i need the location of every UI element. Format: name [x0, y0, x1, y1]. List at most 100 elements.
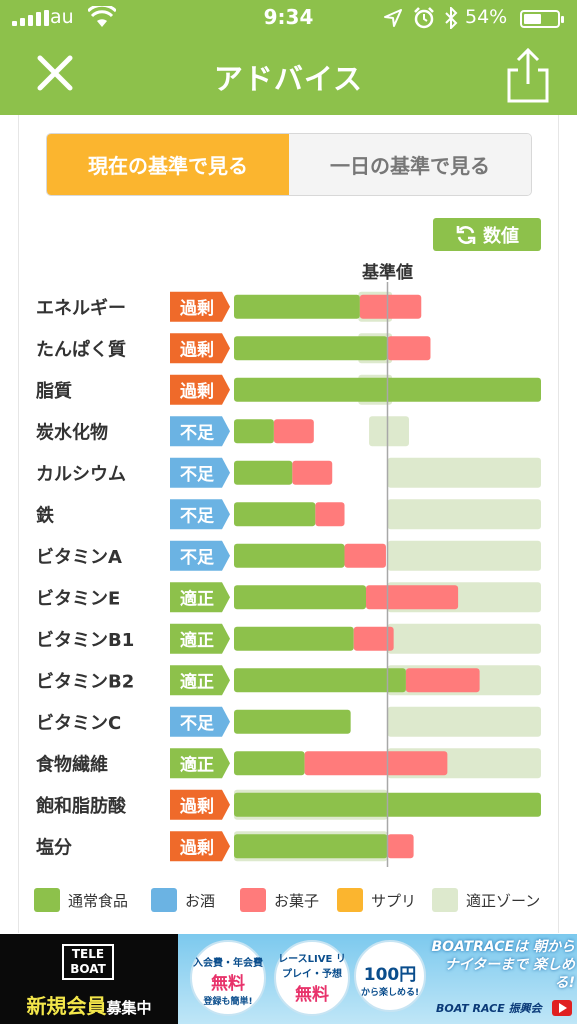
category-label: ビタミンB1 — [36, 630, 134, 651]
ad-member-label: 新規会員 — [26, 994, 107, 1018]
category-label: 炭水化物 — [36, 421, 108, 443]
bar-regular-food — [234, 294, 360, 319]
ad-bubble-price-sub: から楽しめる! — [360, 988, 420, 998]
legend-swatch — [337, 888, 363, 912]
status-badge — [170, 831, 230, 862]
bar-regular-food — [234, 460, 293, 485]
bar-regular-food — [234, 336, 388, 361]
status-badge-label: 不足 — [180, 506, 214, 526]
tab-current-standard[interactable]: 現在の基準で見る — [47, 134, 289, 195]
legend-label: お酒 — [185, 891, 216, 910]
tab-daily-standard[interactable]: 一日の基準で見る — [289, 134, 531, 195]
bar-snacks — [366, 585, 459, 610]
legend-item: 通常食品 — [34, 888, 128, 912]
ad-bubble-fee-big: 無料 — [211, 974, 245, 994]
ad-banner[interactable]: TELE BOAT 新規会員募集中 入会費・年会費 無料 登録も簡単! レースL… — [0, 934, 577, 1024]
status-badge — [170, 706, 230, 737]
values-button-label: 数値 — [483, 225, 519, 247]
play-icon[interactable] — [552, 1000, 572, 1016]
status-badge-label: 不足 — [180, 548, 214, 568]
category-label: 鉄 — [36, 504, 54, 526]
legend-label: お菓子 — [274, 891, 320, 910]
category-label: 塩分 — [36, 836, 72, 858]
bar-regular-food — [234, 626, 354, 651]
clock-time: 9:34 — [263, 5, 314, 29]
battery-icon — [520, 10, 564, 28]
view-mode-tabs: 現在の基準で見る 一日の基準で見る — [46, 133, 532, 196]
status-badge-label: 適正 — [180, 588, 214, 609]
ad-bubble-fee-sub: 登録も簡単! — [203, 997, 253, 1007]
legend-swatch — [34, 888, 60, 912]
ad-bubble-fee-small: 入会費・年会費 — [193, 958, 263, 969]
alarm-icon — [414, 7, 434, 29]
category-label: ビタミンB2 — [36, 671, 134, 692]
category-label: ビタミンC — [36, 713, 121, 734]
status-badge-label: 過剰 — [180, 797, 214, 817]
category-label: たんぱく質 — [36, 338, 126, 360]
status-badge-label: 不足 — [180, 465, 214, 485]
share-icon[interactable] — [500, 46, 556, 104]
location-arrow-icon — [384, 9, 402, 27]
bar-regular-food — [234, 751, 305, 776]
carrier-label: au — [50, 6, 74, 28]
legend-item: サプリ — [337, 888, 416, 912]
status-badge — [170, 333, 230, 364]
page-title: アドバイス — [213, 62, 364, 96]
legend-label: 通常食品 — [68, 891, 129, 910]
status-badge-label: 適正 — [180, 671, 214, 692]
bar-snacks — [387, 336, 431, 361]
legend-swatch — [240, 888, 266, 912]
appropriate-zone — [387, 499, 541, 530]
ad-bubble-fee: 入会費・年会費 無料 登録も簡単! — [190, 940, 266, 1016]
legend-label: サプリ — [371, 891, 417, 910]
ad-boatrace-panel[interactable]: 入会費・年会費 無料 登録も簡単! レースLIVE リプレイ・予想 無料 100… — [178, 934, 577, 1024]
legend-item: 適正ゾーン — [432, 888, 540, 912]
appropriate-zone — [387, 540, 541, 571]
bar-snacks — [359, 294, 422, 319]
values-button[interactable]: 数値 — [433, 218, 541, 251]
legend-item: お菓子 — [240, 888, 319, 912]
category-label: エネルギー — [36, 298, 126, 319]
status-badge-label: 不足 — [180, 423, 214, 443]
status-badge — [170, 457, 230, 488]
status-badge — [170, 789, 230, 820]
bar-regular-food — [234, 502, 316, 527]
status-badge-label: 過剰 — [180, 340, 214, 360]
status-badge-label: 適正 — [180, 754, 214, 775]
bar-snacks — [387, 834, 414, 859]
status-badge-label: 過剰 — [180, 299, 214, 319]
close-icon[interactable] — [30, 52, 80, 98]
bluetooth-icon — [445, 7, 458, 29]
bar-regular-food — [234, 834, 388, 859]
status-badge — [170, 582, 230, 613]
category-label: 脂質 — [36, 380, 72, 402]
ad-headline: BOATRACEは 朝からナイターまで 楽しめる! — [431, 939, 575, 991]
legend-item: お酒 — [151, 888, 215, 912]
legend-label: 適正ゾーン — [466, 891, 541, 910]
bar-snacks — [405, 668, 480, 693]
ad-teleboat-panel[interactable]: TELE BOAT 新規会員募集中 — [0, 934, 178, 1024]
nav-bar: アドバイス — [0, 38, 577, 115]
bar-regular-food — [234, 419, 274, 444]
bar-regular-food — [234, 709, 351, 734]
status-badge — [170, 291, 230, 322]
ad-member-suffix: 募集中 — [106, 999, 152, 1017]
appropriate-zone — [387, 706, 541, 737]
bar-regular-food — [234, 585, 367, 610]
bar-regular-food — [234, 668, 406, 693]
status-badge — [170, 416, 230, 447]
legend: 通常食品 お酒 お菓子 サプリ 適正ゾーン — [34, 888, 564, 918]
wifi-icon — [88, 6, 116, 27]
reference-value-label: 基準値 — [362, 263, 413, 283]
signal-icon — [12, 10, 49, 26]
category-label: カルシウム — [36, 464, 126, 485]
battery-percent: 54% — [465, 6, 508, 28]
status-badge-label: 適正 — [180, 630, 214, 651]
category-label: 食物繊維 — [35, 753, 108, 775]
category-label: ビタミンE — [36, 588, 120, 609]
status-badge-label: 不足 — [180, 714, 214, 734]
status-bar: au 9:34 54% — [0, 0, 577, 38]
teleboat-logo: TELE BOAT — [62, 944, 114, 980]
status-badge-label: 過剰 — [180, 838, 214, 858]
appropriate-zone — [387, 457, 541, 488]
